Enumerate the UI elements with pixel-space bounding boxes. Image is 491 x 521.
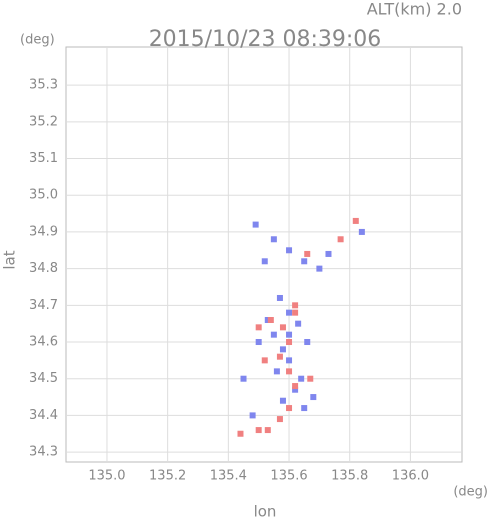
- radar-point: [358, 228, 365, 235]
- x-tick-label: 135.8: [331, 469, 368, 484]
- y-tick-label: 34.4: [29, 408, 58, 423]
- y-tick-label: 34.3: [29, 445, 58, 460]
- radar-point: [279, 324, 286, 331]
- y-tick-label: 34.7: [29, 298, 58, 313]
- radar-point: [255, 427, 262, 434]
- radar-point: [261, 357, 268, 364]
- radar-point: [276, 353, 283, 360]
- y-tick-label: 35.0: [29, 188, 58, 203]
- radar-point: [270, 236, 277, 243]
- x-tick-label: 135.4: [210, 469, 247, 484]
- radar-point: [273, 368, 280, 375]
- radar-point: [352, 217, 359, 224]
- radar-point: [279, 346, 286, 353]
- chart-title: 2015/10/23 08:39:06: [149, 27, 382, 52]
- radar-point: [267, 316, 274, 323]
- radar-point: [307, 375, 314, 382]
- x-axis-label: lon: [254, 503, 277, 521]
- x-tick-label: 135.2: [149, 469, 186, 484]
- x-tick-label: 135.6: [270, 469, 307, 484]
- y-tick-label: 34.9: [29, 224, 58, 239]
- radar-point: [295, 320, 302, 327]
- plot-frame: [65, 46, 463, 463]
- radar-point: [301, 258, 308, 265]
- radar-point: [286, 309, 293, 316]
- radar-point: [279, 397, 286, 404]
- radar-point: [292, 309, 299, 316]
- radar-point: [270, 331, 277, 338]
- radar-point: [292, 302, 299, 309]
- radar-point: [304, 339, 311, 346]
- radar-point: [261, 258, 268, 265]
- radar-point: [264, 427, 271, 434]
- radar-point: [286, 405, 293, 412]
- radar-point: [310, 394, 317, 401]
- y-unit: (deg): [20, 33, 55, 48]
- x-tick-label: 136.0: [392, 469, 429, 484]
- radar-point: [276, 416, 283, 423]
- y-tick-label: 34.6: [29, 335, 58, 350]
- radar-point: [292, 386, 299, 393]
- y-tick-label: 35.1: [29, 151, 58, 166]
- y-axis-label: lat: [1, 250, 19, 269]
- radar-point: [286, 368, 293, 375]
- altitude-label: ALT(km) 2.0: [367, 0, 462, 19]
- radar-point: [298, 375, 305, 382]
- radar-point: [255, 339, 262, 346]
- radar-point: [264, 316, 271, 323]
- radar-point: [286, 339, 293, 346]
- y-tick-label: 34.5: [29, 371, 58, 386]
- radar-point: [337, 236, 344, 243]
- y-tick-label: 35.3: [29, 78, 58, 93]
- radar-point: [252, 221, 259, 228]
- radar-point: [240, 375, 247, 382]
- radar-point: [304, 250, 311, 257]
- radar-point: [286, 247, 293, 254]
- y-tick-label: 34.8: [29, 261, 58, 276]
- radar-point: [255, 324, 262, 331]
- radar-point: [286, 357, 293, 364]
- radar-point: [325, 250, 332, 257]
- radar-point: [292, 383, 299, 390]
- radar-point: [249, 412, 256, 419]
- radar-point: [237, 430, 244, 437]
- y-tick-label: 35.2: [29, 114, 58, 129]
- x-tick-label: 135.0: [88, 469, 125, 484]
- radar-point: [316, 265, 323, 272]
- x-unit: (deg): [453, 485, 488, 500]
- radar-point: [286, 331, 293, 338]
- radar-point: [301, 405, 308, 412]
- radar-point: [276, 294, 283, 301]
